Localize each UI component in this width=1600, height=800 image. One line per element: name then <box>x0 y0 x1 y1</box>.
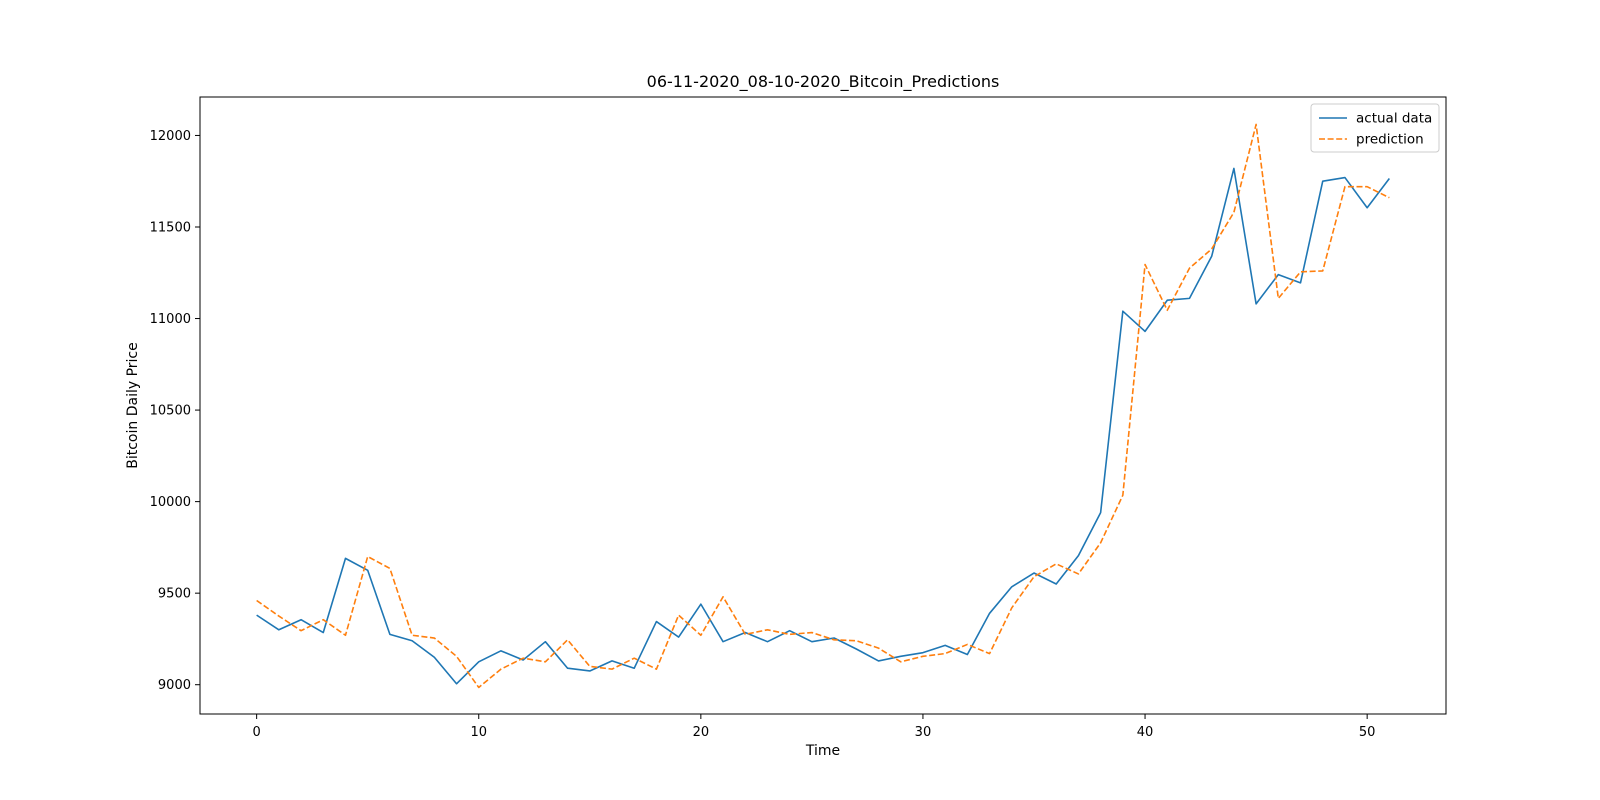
y-axis: 9000 9500 10000 10500 11000 11500 12000 <box>150 129 200 693</box>
x-tick-label: 0 <box>252 725 260 740</box>
axes-frame <box>199 96 1447 715</box>
x-tick-label: 10 <box>470 725 487 740</box>
y-tick-label: 11500 <box>150 220 191 235</box>
x-tick-label: 20 <box>693 725 710 740</box>
y-tick-label: 11000 <box>150 312 191 327</box>
x-axis-label: Time <box>805 743 840 759</box>
y-tick-label: 10000 <box>150 495 191 510</box>
y-tick-label: 9500 <box>158 587 191 602</box>
x-tick-label: 30 <box>915 725 932 740</box>
y-tick-label: 9000 <box>158 678 191 693</box>
legend-box <box>1310 103 1440 153</box>
series-line-actual-data <box>256 167 1390 685</box>
x-tick-label: 50 <box>1359 725 1376 740</box>
legend: actual data prediction <box>1310 103 1440 153</box>
x-axis: 0 10 20 30 40 50 <box>252 714 1375 740</box>
legend-label: prediction <box>1356 132 1424 148</box>
chart-title: 06-11-2020_08-10-2020_Bitcoin_Prediction… <box>647 72 1000 92</box>
y-tick-label: 10500 <box>150 404 191 419</box>
y-axis-label: Bitcoin Daily Price <box>125 342 141 469</box>
series-layer <box>256 123 1390 689</box>
y-tick-label: 12000 <box>150 129 191 144</box>
series-line-prediction <box>256 123 1390 689</box>
legend-label: actual data <box>1356 111 1432 127</box>
x-tick-label: 40 <box>1137 725 1154 740</box>
